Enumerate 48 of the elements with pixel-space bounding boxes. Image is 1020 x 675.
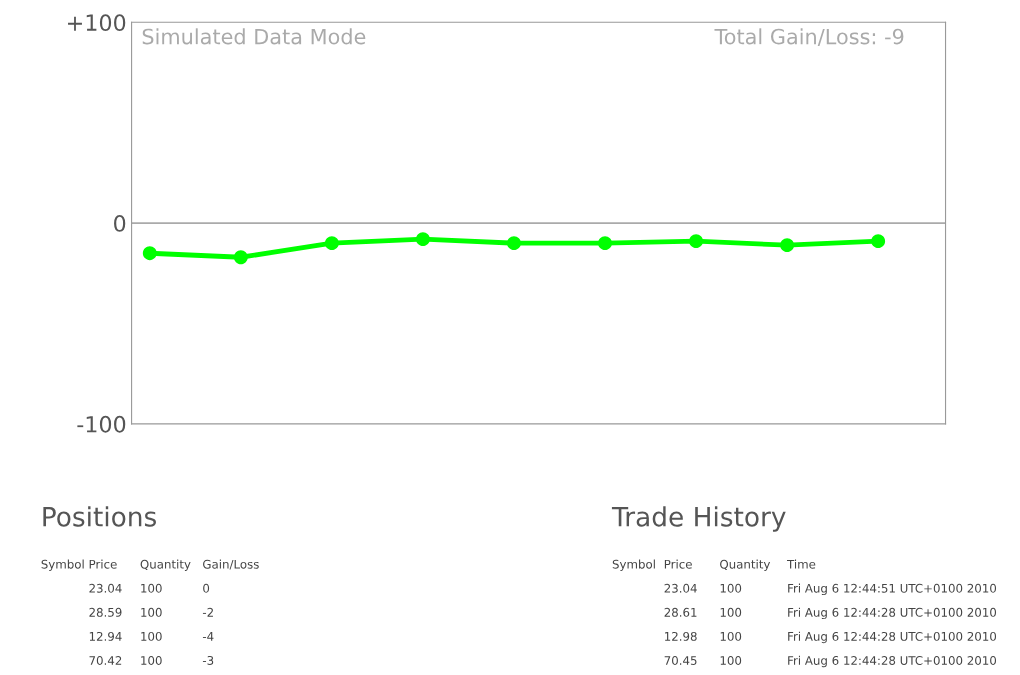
text: 23.04 — [89, 583, 122, 593]
text: 28.61 — [664, 607, 697, 617]
point — [507, 236, 521, 251]
text: Fri Aug 6 12:44:28 UTC+0100 2010 — [788, 607, 997, 620]
text: 100 — [720, 631, 742, 641]
text: 100 — [141, 583, 162, 593]
text: Symbol — [612, 559, 655, 571]
point — [598, 236, 612, 251]
text: 70.42 — [89, 656, 122, 665]
point — [233, 250, 248, 265]
point — [142, 246, 157, 261]
point — [780, 238, 795, 253]
text: 23.04 — [664, 583, 697, 593]
text: 12.98 — [665, 631, 697, 641]
annotation: Simulated Data Mode — [142, 28, 366, 45]
text: Quantity — [720, 559, 771, 571]
text: 0 — [203, 583, 210, 593]
text: 100 — [720, 607, 742, 617]
text: 100 — [720, 656, 742, 665]
annotation: Total Gain/Loss: -9 — [714, 28, 904, 47]
text: -3 — [202, 656, 214, 665]
text: Gain/Loss — [203, 559, 259, 570]
text: 100 — [141, 607, 162, 617]
text: 100 — [720, 583, 742, 593]
text: Quantity — [140, 559, 191, 571]
y-tick-label: -100 — [77, 415, 126, 433]
text: Positions — [43, 506, 156, 527]
text: Price — [664, 559, 692, 569]
text: 12.94 — [89, 631, 122, 641]
text: 100 — [141, 631, 162, 641]
text: -2 — [202, 607, 213, 617]
text: Fri Aug 6 12:44:51 UTC+0100 2010 — [788, 583, 997, 596]
text: Price — [89, 559, 117, 569]
text: 28.59 — [89, 607, 122, 617]
text: Trade History — [611, 506, 786, 532]
point — [871, 234, 886, 249]
text: Fri Aug 6 12:44:28 UTC+0100 2010 — [788, 655, 997, 668]
text: 70.45 — [664, 656, 697, 665]
text: Symbol — [41, 559, 84, 571]
text: -4 — [202, 632, 214, 641]
point — [324, 236, 339, 251]
text: 100 — [141, 656, 162, 665]
y-tick-label: 0 — [114, 215, 126, 232]
y-tick-label: +100 — [68, 14, 126, 32]
text: Time — [787, 559, 816, 569]
point — [415, 232, 430, 247]
text: Fri Aug 6 12:44:28 UTC+0100 2010 — [788, 631, 997, 644]
point — [689, 234, 704, 249]
